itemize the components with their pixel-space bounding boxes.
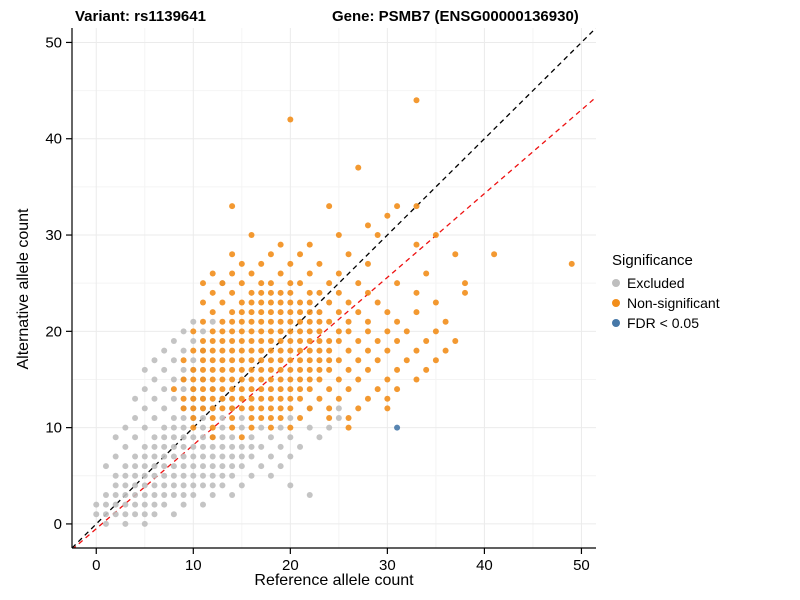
points-non-significant — [170, 97, 575, 441]
x-tick-label: 20 — [282, 557, 299, 574]
legend-item-excluded: Excluded — [612, 275, 797, 291]
x-tick-label: 10 — [185, 557, 202, 574]
y-tick-label: 0 — [54, 516, 62, 533]
y-tick-label: 30 — [45, 227, 62, 244]
reference-lines — [72, 28, 596, 548]
legend-label-fdr: FDR < 0.05 — [627, 315, 699, 331]
x-tick-label: 50 — [573, 557, 590, 574]
reference-bias-fit-line — [72, 96, 596, 548]
legend-swatch-fdr-icon — [612, 319, 620, 327]
legend-item-non-significant: Non-significant — [612, 295, 797, 311]
x-tick-label: 30 — [379, 557, 396, 574]
x-tick-label: 0 — [92, 557, 100, 574]
legend-label-excluded: Excluded — [627, 275, 685, 291]
identity-line — [72, 28, 596, 548]
axes: 0 10 20 30 40 50 0 10 20 30 40 50 — [45, 28, 596, 574]
legend-title: Significance — [612, 252, 693, 269]
y-axis-label: Alternative allele count — [15, 208, 32, 370]
y-tick-label: 40 — [45, 131, 62, 148]
y-tick-label: 50 — [45, 34, 62, 51]
legend: Significance Excluded Non-significant FD… — [612, 252, 797, 335]
x-axis-label: Reference allele count — [254, 572, 414, 589]
legend-swatch-excluded-icon — [612, 279, 620, 287]
legend-item-fdr: FDR < 0.05 — [612, 315, 797, 331]
y-tick-label: 20 — [45, 323, 62, 340]
x-tick-label: 40 — [476, 557, 493, 574]
legend-label-non-significant: Non-significant — [627, 295, 720, 311]
grid-lines — [72, 28, 596, 548]
gene-title: Gene: PSMB7 (ENSG00000136930) — [332, 8, 579, 25]
variant-title: Variant: rs1139641 — [75, 8, 206, 25]
points-fdr-0-05 — [394, 424, 401, 431]
legend-swatch-non-significant-icon — [612, 299, 620, 307]
y-tick-label: 10 — [45, 420, 62, 437]
